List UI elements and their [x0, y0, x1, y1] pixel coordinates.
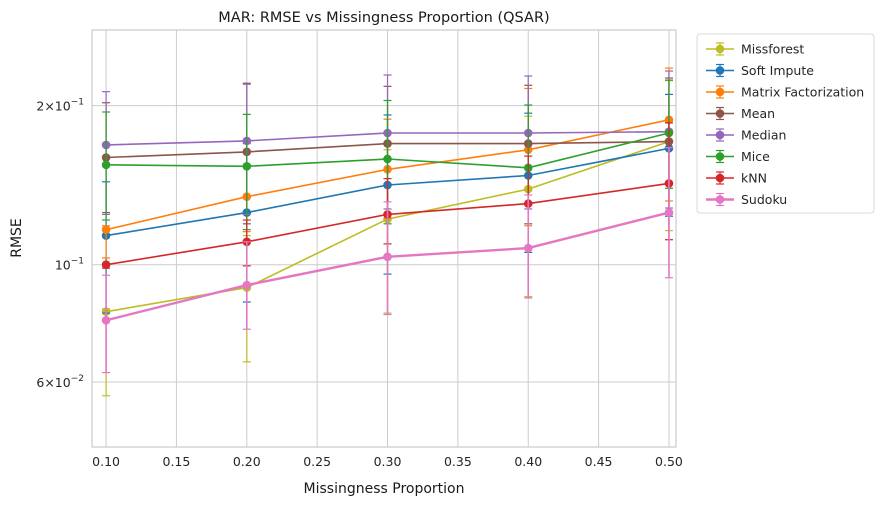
data-point — [242, 280, 252, 290]
legend-label: Mean — [741, 106, 775, 121]
x-tick-label: 0.35 — [444, 454, 472, 469]
data-point — [242, 162, 252, 171]
x-tick-label: 0.15 — [163, 454, 191, 469]
y-tick-base: 6×10 — [36, 375, 70, 390]
data-point — [101, 315, 111, 325]
legend-entry: Matrix Factorization — [706, 85, 864, 100]
data-point — [101, 260, 111, 270]
y-tick-exponent: −1 — [71, 257, 84, 267]
data-point — [101, 160, 111, 170]
y-tick-label: 2×10−1 — [36, 98, 84, 114]
x-axis-label: Missingness Proportion — [304, 481, 465, 497]
y-tick-exponent: −1 — [71, 98, 84, 108]
x-tick-label: 0.50 — [655, 454, 683, 469]
series-sudoku — [101, 147, 674, 374]
x-tick-label: 0.20 — [233, 454, 261, 469]
chart-title: MAR: RMSE vs Missingness Proportion (QSA… — [218, 10, 549, 26]
legend-label: Soft Impute — [741, 63, 814, 78]
legend-marker — [715, 87, 725, 97]
legend-label: Median — [741, 128, 786, 143]
x-tick-label: 0.45 — [585, 454, 613, 469]
legend-marker — [715, 173, 725, 183]
legend-label: Mice — [741, 149, 770, 164]
legend-label: kNN — [741, 171, 767, 186]
legend-entry: Missforest — [706, 42, 804, 57]
x-tick-label: 0.40 — [514, 454, 542, 469]
data-point — [523, 243, 533, 253]
legend-marker — [715, 130, 725, 140]
y-tick-base: 10 — [55, 258, 71, 273]
x-tick-label: 0.10 — [92, 454, 120, 469]
x-tick-label: 0.25 — [303, 454, 331, 469]
legend-label: Matrix Factorization — [741, 85, 864, 100]
legend: Missforest Soft Impute Matrix Factorizatio… — [696, 33, 875, 214]
y-tick-base: 2×10 — [36, 99, 70, 114]
legend-entry: Mean — [706, 106, 775, 121]
legend-entry: Mice — [706, 149, 770, 164]
tick-labels: 0.10 0.15 0.20 0.25 0.30 0.35 0.40 0.45 0.50 2×10… — [36, 98, 683, 469]
x-tick-label: 0.30 — [374, 454, 402, 469]
legend-label: Sudoku — [741, 192, 787, 207]
legend-label: Missforest — [741, 42, 804, 57]
legend-entry: Soft Impute — [706, 63, 814, 78]
legend-marker — [715, 195, 725, 204]
y-tick-exponent: −2 — [71, 374, 84, 384]
data-point — [101, 225, 111, 234]
legend-marker — [715, 109, 725, 118]
legend-frame — [696, 33, 875, 214]
legend-marker — [715, 152, 725, 161]
y-tick-label: 6×10−2 — [36, 374, 84, 390]
legend-entry: kNN — [706, 171, 767, 186]
legend-entry: Sudoku — [706, 192, 787, 207]
data-point — [383, 154, 392, 164]
data-point — [664, 208, 674, 217]
y-tick-label: 10−1 — [55, 257, 84, 273]
legend-marker — [715, 66, 725, 75]
legend-entry: Median — [706, 128, 786, 143]
plot-frame — [91, 29, 677, 448]
data-point — [383, 252, 392, 262]
legend-marker — [715, 44, 725, 54]
series-layer — [101, 67, 674, 397]
y-axis-label: RMSE — [9, 218, 25, 258]
